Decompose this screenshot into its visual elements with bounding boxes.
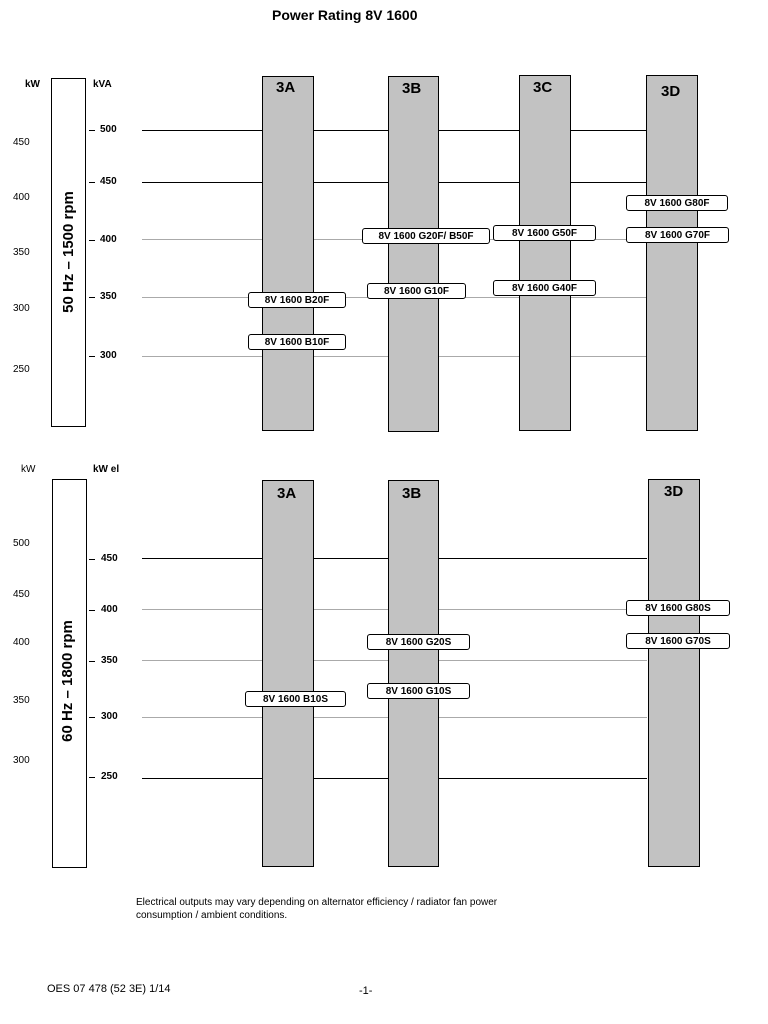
kwel-tick-mark [89,661,95,662]
kva-tick: 350 [100,291,117,302]
kw-tick: 300 [13,303,30,314]
kwel-tick-mark [89,777,95,778]
column-label-3d: 3D [661,83,681,100]
kva-tick-mark [89,240,95,241]
engine-label-8v1600-g80s: 8V 1600 G80S [626,600,730,616]
rpm-box-50hz [51,78,86,427]
kwel-tick: 400 [101,604,118,615]
kw-unit-label: kW [21,464,36,475]
document-id: OES 07 478 (52 3E) 1/14 [47,983,171,995]
kw-tick: 300 [13,755,30,766]
column-3d [648,479,700,867]
kw-unit-label: kW [25,79,40,90]
column-3d [646,75,698,431]
kva-tick-mark [89,130,95,131]
kva-tick-mark [89,182,95,183]
column-3a [262,76,314,431]
column-3c [519,75,571,431]
kwel-tick: 350 [101,655,118,666]
kva-tick: 450 [100,176,117,187]
engine-label-8v1600-g20f-b50f: 8V 1600 G20F/ B50F [362,228,490,244]
column-label-3c: 3C [533,79,553,96]
kw-tick: 250 [13,364,30,375]
kva-tick: 300 [100,350,117,361]
rpm-label-60hz: 60 Hz – 1800 rpm [59,620,76,742]
engine-label-8v1600-b10s: 8V 1600 B10S [245,691,346,707]
kw-tick: 450 [13,589,30,600]
column-3a [262,480,314,867]
column-label-3a: 3A [277,485,297,502]
kva-tick-mark [89,356,95,357]
engine-label-8v1600-g70f: 8V 1600 G70F [626,227,729,243]
kva-unit-label: kVA [93,79,112,90]
kw-tick: 350 [13,695,30,706]
kwel-tick-mark [89,717,95,718]
page-title: Power Rating 8V 1600 [272,7,418,23]
column-label-3a: 3A [276,79,296,96]
kw-tick: 400 [13,192,30,203]
engine-label-8v1600-g70s: 8V 1600 G70S [626,633,730,649]
page-number: -1- [359,985,373,997]
engine-label-8v1600-g10s: 8V 1600 G10S [367,683,470,699]
kwel-unit-label: kW el [93,464,120,475]
kva-tick: 500 [100,124,117,135]
column-label-3b: 3B [402,80,422,97]
kva-tick-mark [89,297,95,298]
kw-tick: 400 [13,637,30,648]
engine-label-8v1600-g40f: 8V 1600 G40F [493,280,596,296]
kwel-tick: 300 [101,711,118,722]
column-label-3b: 3B [402,485,422,502]
engine-label-8v1600-g20s: 8V 1600 G20S [367,634,470,650]
engine-label-8v1600-b10f: 8V 1600 B10F [248,334,346,350]
column-label-3d: 3D [664,483,684,500]
kw-tick: 500 [13,538,30,549]
kwel-tick: 250 [101,771,118,782]
kwel-tick-mark [89,559,95,560]
rpm-box-60hz [52,479,87,868]
column-3b [388,76,439,432]
kwel-tick-mark [89,610,95,611]
kw-tick: 350 [13,247,30,258]
column-3b [388,480,439,867]
kw-tick: 450 [13,137,30,148]
engine-label-8v1600-b20f: 8V 1600 B20F [248,292,346,308]
kwel-tick: 450 [101,553,118,564]
kva-tick: 400 [100,234,117,245]
footnote: Electrical outputs may vary depending on… [136,897,498,921]
rpm-label-50hz: 50 Hz – 1500 rpm [60,191,77,313]
engine-label-8v1600-g80f: 8V 1600 G80F [626,195,728,211]
engine-label-8v1600-g10f: 8V 1600 G10F [367,283,466,299]
engine-label-8v1600-g50f: 8V 1600 G50F [493,225,596,241]
